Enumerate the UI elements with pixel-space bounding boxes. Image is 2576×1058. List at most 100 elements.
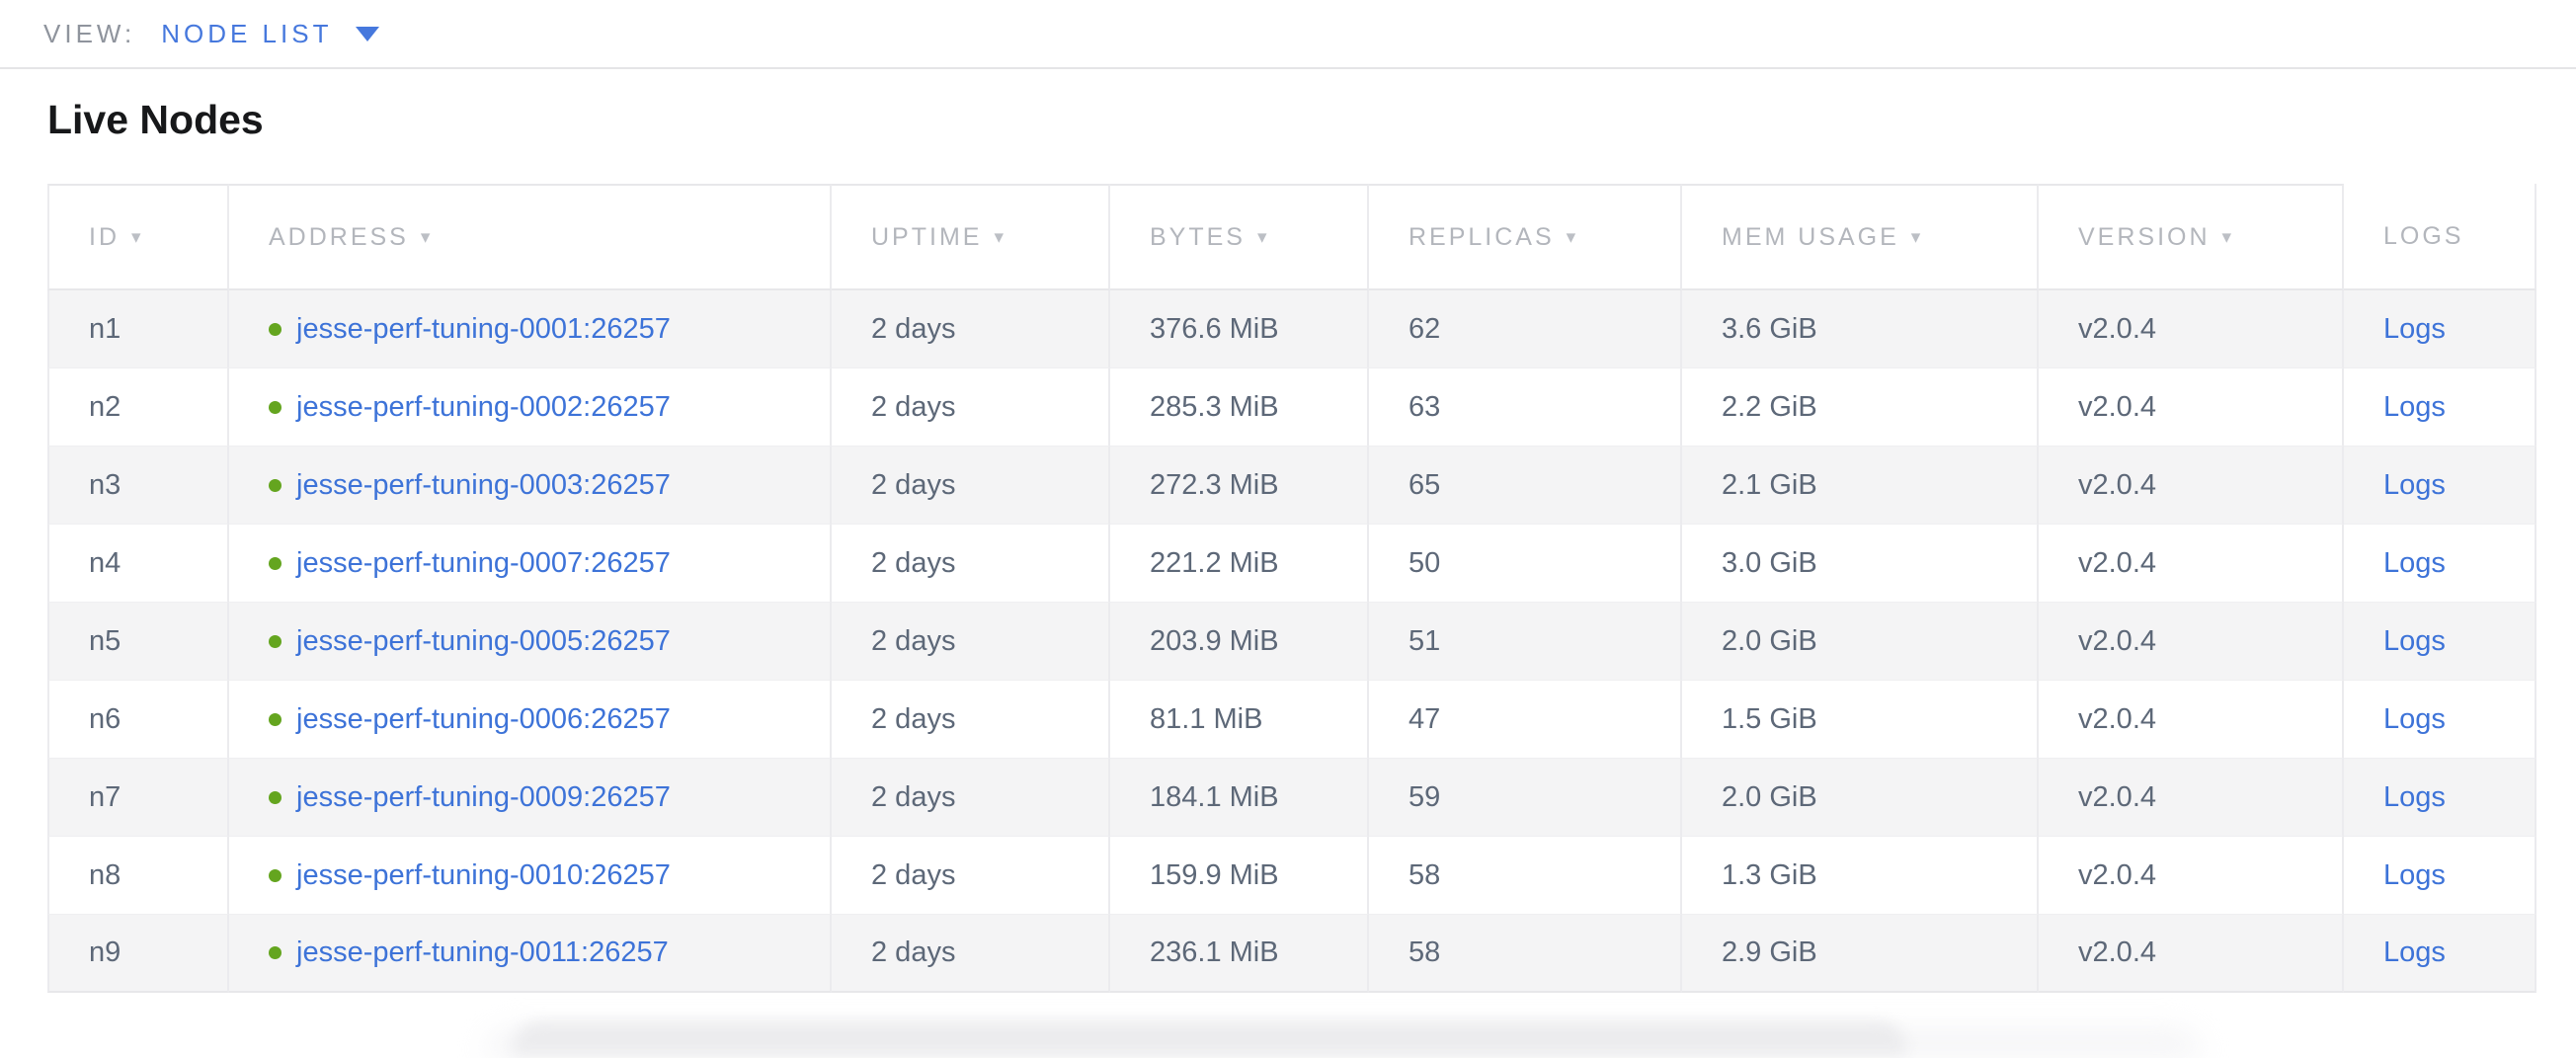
- node-address-cell: jesse-perf-tuning-0002:26257: [229, 368, 832, 447]
- sort-arrow-icon: ▾: [1566, 226, 1579, 248]
- status-dot-icon: [269, 478, 282, 492]
- node-version-cell: v2.0.4: [2039, 915, 2344, 993]
- column-header-id[interactable]: ID ▾: [47, 184, 229, 290]
- node-logs-link[interactable]: Logs: [2383, 936, 2446, 968]
- sort-arrow-icon: ▾: [420, 226, 434, 248]
- node-logs-link[interactable]: Logs: [2383, 858, 2446, 891]
- column-header-label: ADDRESS: [269, 222, 409, 251]
- table-row: n3 jesse-perf-tuning-0003:26257 2 days 272.…: [47, 447, 2536, 525]
- node-version-cell-value: v2.0.4: [2078, 702, 2156, 735]
- table-row: n5 jesse-perf-tuning-0005:26257 2 days 203.…: [47, 603, 2536, 681]
- node-address-cell: jesse-perf-tuning-0007:26257: [229, 525, 832, 603]
- column-header-version[interactable]: VERSION ▾: [2039, 184, 2344, 290]
- node-logs-cell: Logs: [2344, 603, 2536, 681]
- node-uptime-cell: 2 days: [832, 368, 1110, 447]
- node-bytes-cell-value: 272.3 MiB: [1150, 468, 1279, 501]
- column-header-uptime[interactable]: UPTIME ▾: [832, 184, 1110, 290]
- node-mem-usage-cell-value: 2.9 GiB: [1722, 936, 1817, 968]
- node-mem-usage-cell: 1.3 GiB: [1682, 837, 2039, 915]
- node-version-cell-value: v2.0.4: [2078, 780, 2156, 813]
- node-version-cell: v2.0.4: [2039, 447, 2344, 525]
- view-dropdown[interactable]: NODE LIST: [161, 19, 380, 49]
- next-section-top-edge: [514, 1021, 1906, 1055]
- node-logs-link[interactable]: Logs: [2383, 624, 2446, 657]
- node-address-link[interactable]: jesse-perf-tuning-0007:26257: [296, 546, 671, 579]
- column-header-bytes[interactable]: BYTES ▾: [1110, 184, 1369, 290]
- node-uptime-cell: 2 days: [832, 447, 1110, 525]
- node-bytes-cell: 236.1 MiB: [1110, 915, 1369, 993]
- node-bytes-cell: 159.9 MiB: [1110, 837, 1369, 915]
- node-id-cell: n5: [47, 603, 229, 681]
- node-version-cell: v2.0.4: [2039, 837, 2344, 915]
- node-logs-link[interactable]: Logs: [2383, 780, 2446, 813]
- node-address-link[interactable]: jesse-perf-tuning-0002:26257: [296, 390, 671, 423]
- node-replicas-cell: 63: [1369, 368, 1682, 447]
- node-uptime-cell-value: 2 days: [871, 390, 956, 423]
- column-header-address[interactable]: ADDRESS ▾: [229, 184, 832, 290]
- node-logs-link[interactable]: Logs: [2383, 546, 2446, 579]
- node-bytes-cell-value: 184.1 MiB: [1150, 780, 1279, 813]
- node-uptime-cell: 2 days: [832, 759, 1110, 837]
- node-uptime-cell: 2 days: [832, 290, 1110, 368]
- status-dot-icon: [269, 556, 282, 570]
- node-bytes-cell-value: 203.9 MiB: [1150, 624, 1279, 657]
- node-bytes-cell: 221.2 MiB: [1110, 525, 1369, 603]
- table-row: n8 jesse-perf-tuning-0010:26257 2 days 159.…: [47, 837, 2536, 915]
- node-mem-usage-cell-value: 1.3 GiB: [1722, 858, 1817, 891]
- node-address-link[interactable]: jesse-perf-tuning-0011:26257: [296, 936, 669, 968]
- node-logs-link[interactable]: Logs: [2383, 390, 2446, 423]
- node-id-cell-value: n7: [89, 780, 121, 813]
- column-header-label: BYTES: [1150, 222, 1246, 251]
- node-address-link[interactable]: jesse-perf-tuning-0006:26257: [296, 702, 671, 735]
- node-address-link[interactable]: jesse-perf-tuning-0009:26257: [296, 780, 671, 813]
- node-version-cell-value: v2.0.4: [2078, 468, 2156, 501]
- node-replicas-cell: 51: [1369, 603, 1682, 681]
- column-header-mem_usage[interactable]: MEM USAGE ▾: [1682, 184, 2039, 290]
- node-uptime-cell-value: 2 days: [871, 702, 956, 735]
- node-logs-cell: Logs: [2344, 681, 2536, 759]
- node-uptime-cell-value: 2 days: [871, 936, 956, 968]
- node-bytes-cell-value: 236.1 MiB: [1150, 936, 1279, 968]
- node-version-cell: v2.0.4: [2039, 603, 2344, 681]
- node-replicas-cell-value: 65: [1409, 468, 1441, 501]
- node-replicas-cell: 47: [1369, 681, 1682, 759]
- node-uptime-cell: 2 days: [832, 681, 1110, 759]
- node-replicas-cell: 59: [1369, 759, 1682, 837]
- node-id-cell: n3: [47, 447, 229, 525]
- node-mem-usage-cell: 2.0 GiB: [1682, 603, 2039, 681]
- node-version-cell-value: v2.0.4: [2078, 312, 2156, 345]
- node-address-link[interactable]: jesse-perf-tuning-0003:26257: [296, 468, 671, 501]
- node-bytes-cell: 272.3 MiB: [1110, 447, 1369, 525]
- node-version-cell: v2.0.4: [2039, 759, 2344, 837]
- node-address-link[interactable]: jesse-perf-tuning-0010:26257: [296, 858, 671, 891]
- node-id-cell-value: n3: [89, 468, 121, 501]
- node-mem-usage-cell: 3.6 GiB: [1682, 290, 2039, 368]
- node-replicas-cell-value: 63: [1409, 390, 1441, 423]
- status-dot-icon: [269, 868, 282, 882]
- node-version-cell: v2.0.4: [2039, 290, 2344, 368]
- node-mem-usage-cell-value: 1.5 GiB: [1722, 702, 1817, 735]
- node-version-cell-value: v2.0.4: [2078, 858, 2156, 891]
- column-header-replicas[interactable]: REPLICAS ▾: [1369, 184, 1682, 290]
- node-mem-usage-cell: 1.5 GiB: [1682, 681, 2039, 759]
- node-address-link[interactable]: jesse-perf-tuning-0005:26257: [296, 624, 671, 657]
- node-replicas-cell: 62: [1369, 290, 1682, 368]
- status-dot-icon: [269, 322, 282, 336]
- node-logs-cell: Logs: [2344, 915, 2536, 993]
- table-header-row: ID ▾ ADDRESS ▾ UPTIME ▾ BYTES ▾ REPLICAS ▾ MEM USA…: [47, 184, 2536, 290]
- node-version-cell-value: v2.0.4: [2078, 936, 2156, 968]
- node-logs-cell: Logs: [2344, 525, 2536, 603]
- node-mem-usage-cell-value: 2.0 GiB: [1722, 624, 1817, 657]
- status-dot-icon: [269, 634, 282, 648]
- node-logs-link[interactable]: Logs: [2383, 468, 2446, 501]
- node-replicas-cell-value: 50: [1409, 546, 1441, 579]
- column-header-label: UPTIME: [871, 222, 983, 251]
- node-replicas-cell: 58: [1369, 837, 1682, 915]
- view-label: VIEW:: [43, 18, 136, 48]
- chevron-down-icon: [356, 26, 380, 41]
- table-row: n9 jesse-perf-tuning-0011:26257 2 days 236.…: [47, 915, 2536, 993]
- node-mem-usage-cell: 2.0 GiB: [1682, 759, 2039, 837]
- node-logs-link[interactable]: Logs: [2383, 702, 2446, 735]
- node-address-link[interactable]: jesse-perf-tuning-0001:26257: [296, 312, 671, 345]
- node-logs-link[interactable]: Logs: [2383, 312, 2446, 345]
